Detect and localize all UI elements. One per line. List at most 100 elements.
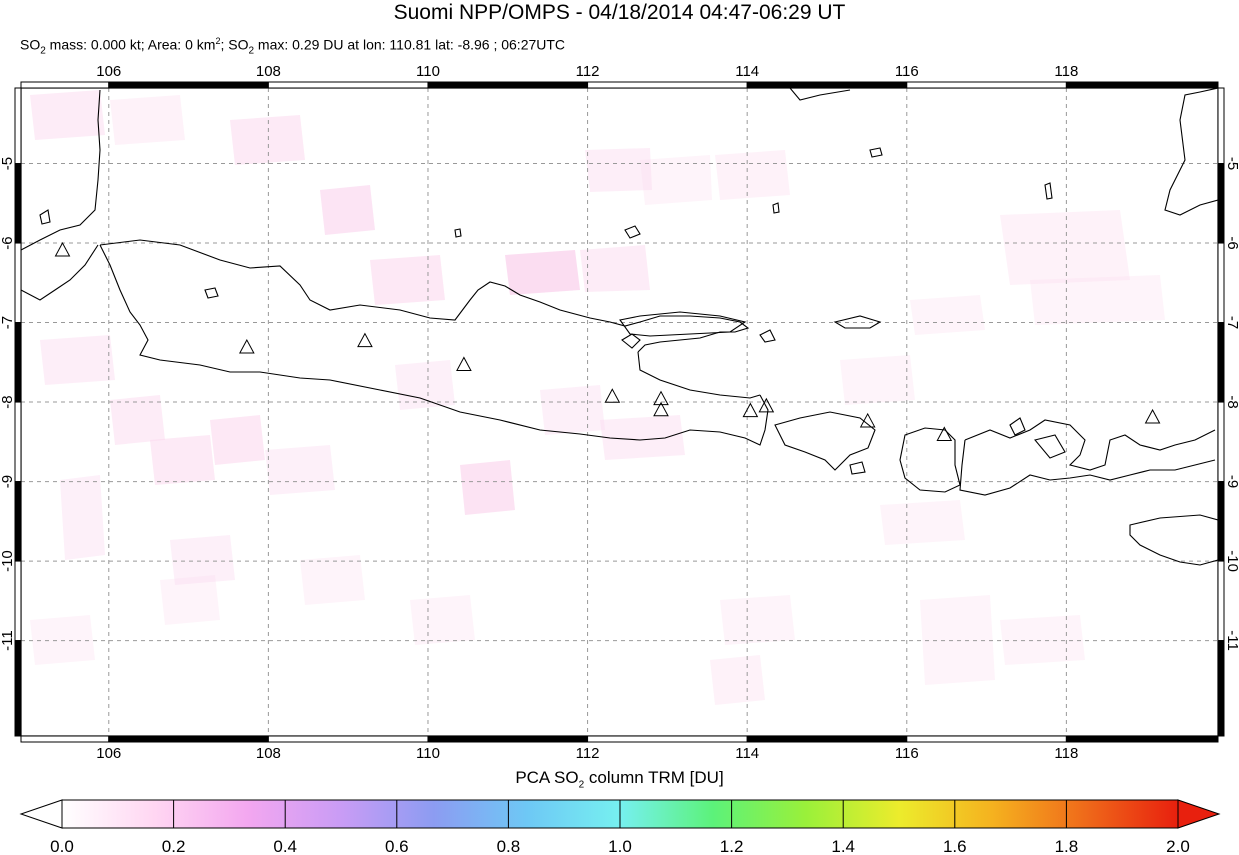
island-outline: [759, 329, 776, 343]
axis-bar-segment: [1065, 81, 1219, 89]
axis-bar-segment: [267, 735, 429, 743]
volcano-triangle-icon: [653, 390, 669, 406]
colorbar-title: PCA SO2 column TRM [DU]: [0, 768, 1239, 790]
volcano-triangle-icon: [238, 338, 255, 354]
axis-bar-segment: [1217, 560, 1225, 642]
volcano-triangle-icon: [456, 356, 472, 371]
axis-bar-segment: [1217, 87, 1225, 165]
java-south-coast: [99, 244, 769, 446]
volcano-triangle-icon: [604, 388, 621, 403]
axis-bar-segment: [1217, 163, 1225, 244]
island-outline: [1009, 417, 1026, 436]
lat-label-right: -10: [1224, 550, 1239, 572]
colorbar-label: 2.0: [1166, 837, 1190, 855]
colorbar-label: 1.6: [943, 837, 967, 855]
colorbar-label: 0.2: [162, 837, 186, 855]
subtitle-so2-label-2: ; SO: [220, 36, 249, 53]
lat-label-left: -8: [0, 395, 16, 408]
lat-label-left: -9: [0, 475, 16, 488]
island-outline: [1034, 434, 1066, 459]
axis-bar-segment: [14, 163, 22, 244]
lat-label-right: -7: [1224, 316, 1239, 329]
so2-pixel-layer: [30, 90, 1165, 705]
volcano-triangle-icon: [357, 332, 373, 348]
axis-bar-segment: [14, 401, 22, 483]
lon-label-top: 118: [1054, 63, 1078, 80]
colorbar-under-arrow: [19, 799, 63, 829]
volcano-triangle-icon: [758, 397, 775, 413]
colorbar-label: 0.8: [497, 837, 521, 855]
island-outline: [869, 147, 883, 158]
axis-bar-segment: [14, 242, 22, 324]
lat-label-right: -8: [1224, 395, 1239, 408]
axis-bar-segment: [587, 735, 748, 743]
axis-bar-segment: [267, 81, 429, 89]
sumbawa-south-coast: [959, 439, 1216, 496]
lon-label-bottom: 114: [735, 745, 759, 762]
colorbar-title-subscript: 2: [578, 779, 585, 791]
lon-label-top: 112: [576, 63, 600, 80]
lon-label-bottom: 118: [1054, 745, 1078, 762]
subtitle-superscript: 2: [215, 36, 221, 46]
lon-label-top: 116: [895, 63, 919, 80]
lat-label-right: -9: [1224, 475, 1239, 488]
lon-label-top: 114: [735, 63, 759, 80]
axis-bar-segment: [1217, 640, 1225, 737]
axis-bar-segment: [906, 735, 1067, 743]
lon-label-top: 110: [416, 63, 440, 80]
colorbar-title-prefix: PCA SO: [515, 768, 579, 787]
colorbar-label: 1.4: [831, 837, 855, 855]
island-outline: [624, 225, 641, 239]
tick-labels: 106 106 108 108 110 110 112 112 114 114 116 116 118 1…: [0, 63, 1239, 762]
colorbar-label: 1.2: [720, 837, 744, 855]
island-outline: [621, 333, 641, 349]
borneo-coast: [1164, 88, 1218, 216]
island-outline: [204, 287, 219, 299]
volcano-triangle-icon: [742, 402, 759, 418]
axis-bar-segment: [14, 640, 22, 737]
subtitle-so2-label: SO: [20, 36, 41, 53]
axis-bar-segment: [587, 81, 748, 89]
axis-bar-segment: [14, 322, 22, 403]
axis-bar-segment: [1217, 401, 1225, 483]
lon-label-bottom: 116: [895, 745, 919, 762]
island-outline: [772, 202, 780, 214]
island-outline: [1044, 182, 1053, 200]
colorbar-label: 0.0: [50, 837, 74, 855]
lat-label-right: -6: [1224, 236, 1239, 249]
lat-label-right: -5: [1224, 157, 1239, 170]
sumbawa-coast: [964, 419, 1216, 471]
axis-bar-segment: [108, 735, 269, 743]
java-north-coast: [99, 239, 750, 353]
axis-bar-segment: [427, 81, 589, 89]
axis-bar-segment: [746, 81, 908, 89]
lon-label-top: 108: [256, 63, 281, 80]
axis-bar-segment: [14, 560, 22, 642]
colorbar-label: 0.4: [273, 837, 297, 855]
map-background: [21, 88, 1218, 736]
island-outline: [849, 461, 866, 475]
island-outline: [39, 209, 51, 225]
axis-bar-segment: [14, 481, 22, 562]
axis-bar-segment: [906, 81, 1067, 89]
lat-label-left: -6: [0, 236, 16, 249]
map-title: Suomi NPP/OMPS - 04/18/2014 04:47-06:29 …: [393, 1, 846, 24]
lat-label-right: -11: [1224, 630, 1239, 651]
sumba-island: [1129, 514, 1218, 566]
axis-bar-segment: [20, 735, 110, 743]
lon-label-top: 106: [96, 63, 121, 80]
axis-bar-segment: [1217, 242, 1225, 324]
subtitle-subscript-2: 2: [248, 45, 255, 57]
volcano-triangle-icon: [936, 426, 953, 441]
lat-label-left: -10: [0, 550, 16, 572]
map-grid: [21, 88, 1218, 736]
colorbar-label: 1.0: [608, 837, 632, 855]
volcano-markers: [54, 241, 1161, 441]
axis-bar-segment: [1217, 322, 1225, 403]
axis-bar-segment: [20, 81, 110, 89]
axis-bar-segment: [1065, 735, 1219, 743]
lat-label-left: -7: [0, 316, 16, 329]
subtitle-mass-area: mass: 0.000 kt; Area: 0 km: [45, 36, 216, 53]
axis-bars: [14, 81, 1225, 743]
